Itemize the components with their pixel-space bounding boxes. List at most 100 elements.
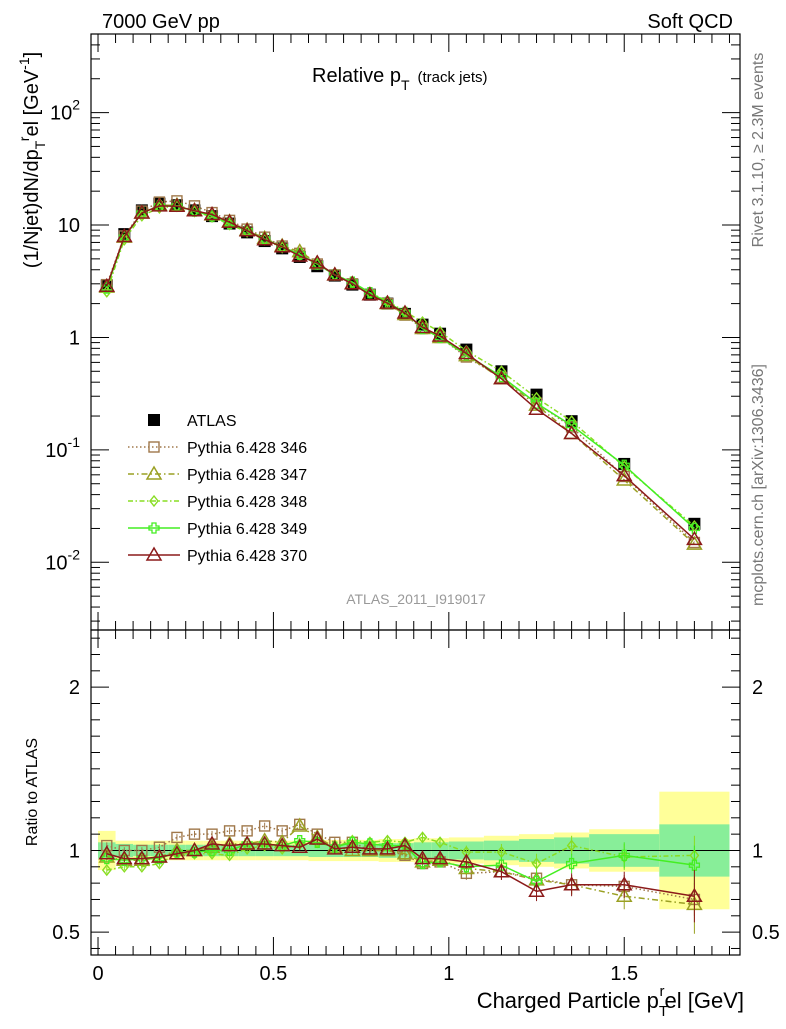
ratio-point-4-16 xyxy=(379,840,396,855)
ratio-point-4-5 xyxy=(186,841,203,857)
ratio-panel-frame xyxy=(90,629,741,956)
ratio-y-tick-label-left-0: 0.5 xyxy=(52,922,80,944)
ratio-series-group xyxy=(98,817,703,934)
legend-entry-3: Pythia 6.428 348 xyxy=(128,494,307,511)
ratio-point-4-18 xyxy=(414,850,431,865)
x-axis-label: Charged Particle pTrel [GeV] xyxy=(477,983,744,1020)
ratio-y-tick-label-right-1: 1 xyxy=(752,840,763,862)
main-point-3-2 xyxy=(136,209,147,222)
plot-title-suffix: (track jets) xyxy=(418,69,488,86)
main-y-tick-base: 10 xyxy=(45,440,67,462)
ratio-point-0-3 xyxy=(153,841,166,853)
x-axis-label-sub: T xyxy=(659,1003,668,1020)
ratio-point-2-7 xyxy=(224,849,235,862)
ratio-point-4-14 xyxy=(344,838,361,853)
legend: ATLAS Pythia 6.428 346 Pythia 6.428 347 Pyt… xyxy=(128,413,307,565)
ratio-point-4-1 xyxy=(116,850,133,865)
main-y-tick-base: 10 xyxy=(58,215,80,237)
ratio-point-3-23 xyxy=(565,857,578,870)
ratio-point-4-11 xyxy=(291,838,309,853)
legend-label-0: ATLAS xyxy=(187,413,237,430)
ratio-point-3-25 xyxy=(688,859,701,871)
ratio-point-4-9 xyxy=(256,835,273,850)
main-point-5-24 xyxy=(615,467,633,482)
ratio-y-tick-label-left-2: 2 xyxy=(69,677,80,699)
main-point-5-21 xyxy=(493,370,510,385)
ratio-point-2-2 xyxy=(136,860,147,873)
main-series-line-5 xyxy=(106,205,695,540)
main-y-axis-label: (1/Njet)dN/dpTrel [GeV-1] xyxy=(16,52,48,268)
main-y-axis-label-close: ] xyxy=(21,52,43,58)
x-tick-label-0: 0 xyxy=(92,963,103,985)
plot-title-sub: T xyxy=(401,77,410,93)
main-y-tick-exp: 2 xyxy=(72,97,80,113)
ratio-point-1-11 xyxy=(291,817,309,832)
ratio-axis-ticks: 0 0.5 1 1.5 0.5 0.5 1 1 2 2 xyxy=(52,630,780,985)
ratio-point-0-9 xyxy=(258,820,271,832)
main-point-2-20 xyxy=(458,347,475,362)
analysis-id-label: ATLAS_2011_I919017 xyxy=(346,591,486,607)
main-point-5-23 xyxy=(563,424,580,440)
main-point-4-7 xyxy=(223,217,236,230)
ratio-point-4-17 xyxy=(396,837,414,852)
main-y-tick-label-4: 102 xyxy=(50,97,80,125)
main-point-5-5 xyxy=(186,202,203,217)
main-point-4-22 xyxy=(530,397,543,409)
legend-label-3: Pythia 6.428 348 xyxy=(187,494,307,511)
legend-marker-4 xyxy=(148,522,160,534)
main-series-group xyxy=(98,195,703,550)
main-y-tick-base: 1 xyxy=(69,327,80,349)
legend-marker-0 xyxy=(148,414,160,426)
x-tick-label-3: 1.5 xyxy=(610,963,638,985)
ratio-y-tick-label-right-0: 0.5 xyxy=(752,922,780,944)
ratio-point-4-13 xyxy=(326,840,344,855)
main-point-5-22 xyxy=(528,400,545,415)
main-point-5-7 xyxy=(221,213,238,228)
x-axis-label-end: el [GeV] xyxy=(665,988,744,1013)
rivet-version-label: Rivet 3.1.10, ≥ 2.3M events xyxy=(750,53,767,248)
ratio-series-4 xyxy=(98,830,703,923)
ratio-point-4-12 xyxy=(308,830,326,845)
main-point-2-17 xyxy=(396,306,414,321)
ratio-point-3-24 xyxy=(618,849,630,862)
ratio-point-4-6 xyxy=(203,835,221,850)
main-point-4-12 xyxy=(311,258,323,270)
main-y-tick-exp: -1 xyxy=(68,434,81,450)
main-point-5-3 xyxy=(151,197,168,212)
ratio-point-4-4 xyxy=(168,845,186,860)
legend-label-4: Pythia 6.428 349 xyxy=(187,521,307,538)
main-point-4-0 xyxy=(101,282,113,294)
legend-entry-2: Pythia 6.428 347 xyxy=(128,465,307,484)
ratio-y-tick-label-left-1: 1 xyxy=(69,840,80,862)
legend-entry-5: Pythia 6.428 370 xyxy=(128,546,307,565)
ratio-point-2-23 xyxy=(566,839,577,852)
ratio-point-2-0 xyxy=(101,863,112,877)
ratio-point-4-25 xyxy=(686,887,703,902)
ratio-y-tick-label-right-2: 2 xyxy=(752,677,763,699)
main-point-5-16 xyxy=(379,294,396,309)
main-point-4-18 xyxy=(416,322,429,335)
ratio-point-4-24 xyxy=(615,876,633,891)
main-point-5-2 xyxy=(133,204,151,219)
main-point-2-22 xyxy=(528,396,545,411)
ratio-point-3-21 xyxy=(495,859,508,871)
main-point-4-19 xyxy=(434,331,446,344)
main-point-5-0 xyxy=(98,277,116,293)
plot-title: Relative pT (track jets) xyxy=(312,65,488,93)
ratio-point-3-16 xyxy=(381,839,394,852)
main-point-4-20 xyxy=(460,349,473,361)
legend-entry-0: ATLAS xyxy=(148,413,237,430)
main-point-5-19 xyxy=(431,327,449,342)
main-point-5-11 xyxy=(291,247,309,262)
main-y-tick-label-1: 10-1 xyxy=(45,434,80,462)
main-y-axis-label-sub: T xyxy=(32,140,48,149)
ratio-point-4-23 xyxy=(563,876,580,891)
ratio-point-4-0 xyxy=(98,845,116,860)
ratio-point-2-18 xyxy=(417,831,428,844)
legend-label-1: Pythia 6.428 346 xyxy=(187,440,307,457)
main-point-5-4 xyxy=(168,197,186,212)
x-axis-label-sup: r xyxy=(660,983,665,1000)
main-series-5 xyxy=(98,197,703,546)
legend-marker-2 xyxy=(145,465,163,480)
